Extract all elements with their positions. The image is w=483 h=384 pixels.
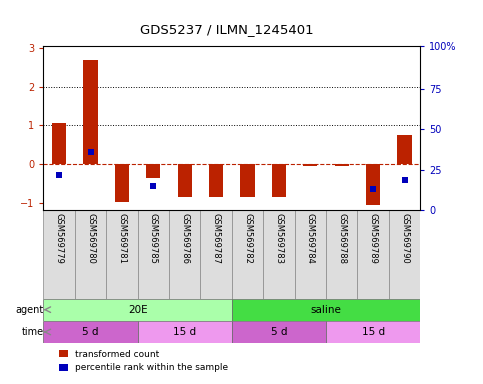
- Text: GSM569781: GSM569781: [117, 213, 127, 264]
- Bar: [232, 210, 263, 298]
- Bar: [335, 164, 349, 166]
- Bar: [84, 60, 98, 164]
- Bar: [115, 164, 129, 202]
- Bar: [303, 164, 317, 166]
- Point: [55, 172, 63, 178]
- Text: GSM569787: GSM569787: [212, 213, 221, 264]
- Text: agent: agent: [16, 305, 44, 314]
- Text: 5 d: 5 d: [82, 327, 99, 337]
- Text: saline: saline: [311, 305, 341, 314]
- Bar: [241, 164, 255, 197]
- Text: GDS5237 / ILMN_1245401: GDS5237 / ILMN_1245401: [140, 23, 314, 36]
- Bar: [232, 321, 326, 343]
- Bar: [209, 164, 223, 197]
- Legend: transformed count, percentile rank within the sample: transformed count, percentile rank withi…: [56, 346, 232, 376]
- Bar: [178, 164, 192, 197]
- Bar: [263, 210, 295, 298]
- Bar: [106, 210, 138, 298]
- Bar: [326, 210, 357, 298]
- Text: GSM569780: GSM569780: [86, 213, 95, 264]
- Point: [87, 149, 95, 155]
- Text: GSM569789: GSM569789: [369, 213, 378, 264]
- Text: GSM569784: GSM569784: [306, 213, 315, 264]
- Bar: [357, 210, 389, 298]
- Text: time: time: [22, 327, 44, 337]
- Text: 15 d: 15 d: [173, 327, 196, 337]
- Text: GSM569790: GSM569790: [400, 213, 409, 264]
- Text: GSM569786: GSM569786: [180, 213, 189, 264]
- Bar: [295, 210, 326, 298]
- Bar: [43, 321, 138, 343]
- Bar: [232, 298, 420, 321]
- Text: GSM569785: GSM569785: [149, 213, 158, 264]
- Bar: [75, 210, 106, 298]
- Bar: [138, 210, 169, 298]
- Text: GSM569788: GSM569788: [337, 213, 346, 264]
- Bar: [272, 164, 286, 197]
- Text: GSM569779: GSM569779: [55, 213, 64, 264]
- Bar: [138, 321, 232, 343]
- Bar: [398, 135, 412, 164]
- Text: GSM569783: GSM569783: [274, 213, 284, 264]
- Bar: [366, 164, 380, 205]
- Bar: [389, 210, 420, 298]
- Bar: [43, 298, 232, 321]
- Bar: [52, 123, 66, 164]
- Text: 5 d: 5 d: [270, 327, 287, 337]
- Point: [401, 177, 409, 183]
- Text: 15 d: 15 d: [362, 327, 384, 337]
- Bar: [146, 164, 160, 177]
- Point: [369, 186, 377, 192]
- Text: 20E: 20E: [128, 305, 147, 314]
- Text: GSM569782: GSM569782: [243, 213, 252, 264]
- Bar: [169, 210, 200, 298]
- Point: [150, 183, 157, 189]
- Bar: [200, 210, 232, 298]
- Bar: [326, 321, 420, 343]
- Bar: [43, 210, 75, 298]
